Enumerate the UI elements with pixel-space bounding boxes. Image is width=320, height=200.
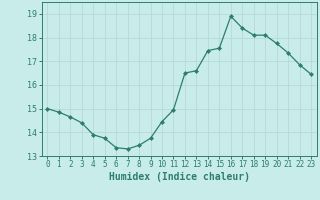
X-axis label: Humidex (Indice chaleur): Humidex (Indice chaleur)	[109, 172, 250, 182]
